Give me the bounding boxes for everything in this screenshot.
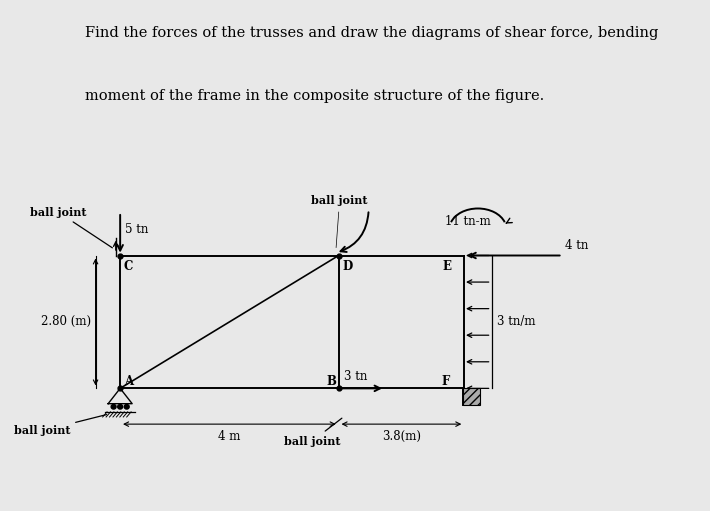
Text: ball joint: ball joint xyxy=(284,418,342,447)
Text: moment of the frame in the composite structure of the figure.: moment of the frame in the composite str… xyxy=(85,89,545,103)
Text: Find the forces of the trusses and draw the diagrams of shear force, bending: Find the forces of the trusses and draw … xyxy=(85,26,659,40)
Circle shape xyxy=(111,405,116,409)
Text: E: E xyxy=(442,260,452,273)
Text: ball joint: ball joint xyxy=(13,414,106,436)
Text: ball joint: ball joint xyxy=(311,195,368,248)
Text: 3.8(m): 3.8(m) xyxy=(382,430,421,443)
Text: 4 tn: 4 tn xyxy=(565,240,589,252)
Text: 11 tn-m: 11 tn-m xyxy=(445,215,491,228)
Circle shape xyxy=(118,405,123,409)
Text: F: F xyxy=(442,375,449,388)
Text: 3 tn/m: 3 tn/m xyxy=(497,315,535,329)
Text: 2.80 (m): 2.80 (m) xyxy=(41,315,91,329)
Text: C: C xyxy=(124,260,133,273)
Text: ball joint: ball joint xyxy=(30,206,112,248)
Text: B: B xyxy=(327,375,337,388)
Text: A: A xyxy=(124,375,133,388)
Circle shape xyxy=(124,405,129,409)
Text: 4 m: 4 m xyxy=(218,430,241,443)
Text: 3 tn: 3 tn xyxy=(344,370,368,383)
Bar xyxy=(463,388,479,405)
Text: D: D xyxy=(342,260,353,273)
Text: 5 tn: 5 tn xyxy=(124,223,148,237)
